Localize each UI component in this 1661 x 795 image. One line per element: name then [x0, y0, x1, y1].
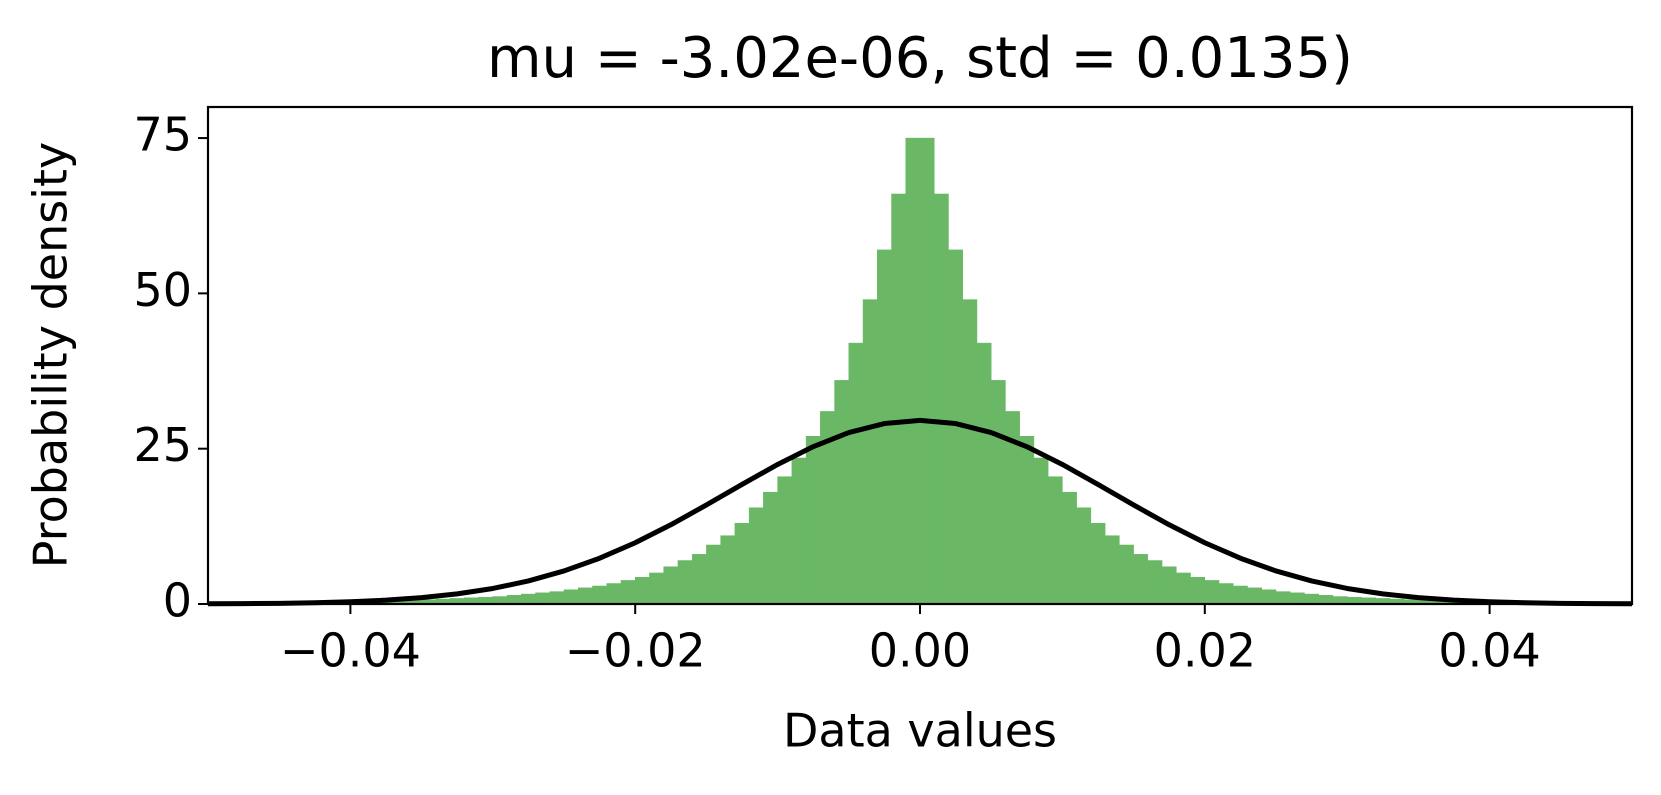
histogram-bar	[1204, 580, 1220, 605]
histogram-bar	[1019, 436, 1035, 605]
histogram-bar	[834, 380, 850, 605]
histogram-bar	[1104, 535, 1120, 605]
histogram-bar	[1247, 587, 1263, 605]
histogram-bar	[1062, 491, 1077, 605]
y-tick-label: 75	[133, 108, 192, 162]
histogram-bar	[891, 193, 907, 605]
fit-curve	[207, 417, 1633, 607]
x-tick-label: 0.04	[1438, 624, 1540, 678]
histogram-bar	[763, 491, 778, 605]
y-tick-label: 0	[163, 574, 192, 628]
histogram-bar	[1147, 560, 1163, 605]
histogram-bar	[777, 476, 793, 605]
histogram-bar	[791, 457, 807, 605]
histogram-bar	[976, 342, 992, 605]
histogram-bar	[1304, 593, 1319, 605]
x-axis-label: Data values	[783, 704, 1057, 758]
histogram-bar	[677, 560, 693, 605]
histogram-bar	[734, 522, 750, 605]
x-tick-label: −0.04	[280, 624, 421, 678]
histogram-bar	[492, 596, 508, 605]
histogram-bar	[549, 591, 565, 605]
histogram-bar	[634, 577, 650, 605]
histogram-bar	[905, 137, 921, 605]
histogram-bar	[592, 585, 607, 605]
x-tick-label: 0.00	[869, 624, 971, 678]
histogram-bar	[563, 589, 579, 605]
y-tick-label: 50	[133, 263, 192, 317]
histogram-bar	[506, 595, 522, 605]
histogram-bar	[1090, 522, 1106, 605]
histogram-bar	[577, 587, 593, 605]
histogram-bar	[691, 554, 707, 605]
x-tick-label: −0.02	[565, 624, 706, 678]
histogram-bar	[962, 299, 978, 605]
y-axis-label: Probability density	[24, 142, 78, 568]
histogram-bar	[1176, 572, 1191, 605]
histogram-bar	[1033, 457, 1049, 605]
histogram-bar	[1289, 592, 1305, 605]
histogram-bar	[1275, 591, 1291, 605]
histogram-bar	[748, 507, 764, 605]
histogram-bar	[805, 436, 821, 605]
histogram-bar	[919, 137, 935, 605]
histogram-bar	[706, 544, 721, 605]
histogram-bar	[1218, 583, 1234, 605]
histogram-bar	[990, 380, 1006, 605]
histogram-bar	[862, 299, 878, 605]
y-tick-label: 25	[133, 418, 192, 472]
histogram-bar	[649, 572, 664, 605]
histogram-bar	[620, 580, 636, 605]
histogram-bar	[933, 193, 949, 605]
histogram-bar	[1318, 595, 1334, 605]
histogram-bar	[1190, 577, 1206, 605]
histogram-bar	[1233, 585, 1248, 605]
histogram-bar	[535, 592, 551, 605]
histogram-bar	[1161, 566, 1177, 605]
histogram-bar	[521, 593, 536, 605]
x-tick-label: 0.02	[1154, 624, 1256, 678]
histogram-bar	[1119, 544, 1134, 605]
chart-title: mu = -3.02e-06, std = 0.0135)	[487, 26, 1353, 91]
histogram-bar	[1133, 554, 1149, 605]
histogram-bar	[606, 583, 622, 605]
histogram-bar	[1261, 589, 1277, 605]
histogram-bar	[1047, 476, 1063, 605]
histogram-bar	[663, 566, 679, 605]
plot-area	[207, 137, 1633, 607]
histogram-bar	[1332, 596, 1348, 605]
histogram-bar	[720, 535, 736, 605]
histogram-bar	[848, 342, 864, 605]
histogram-bar	[1076, 507, 1092, 605]
